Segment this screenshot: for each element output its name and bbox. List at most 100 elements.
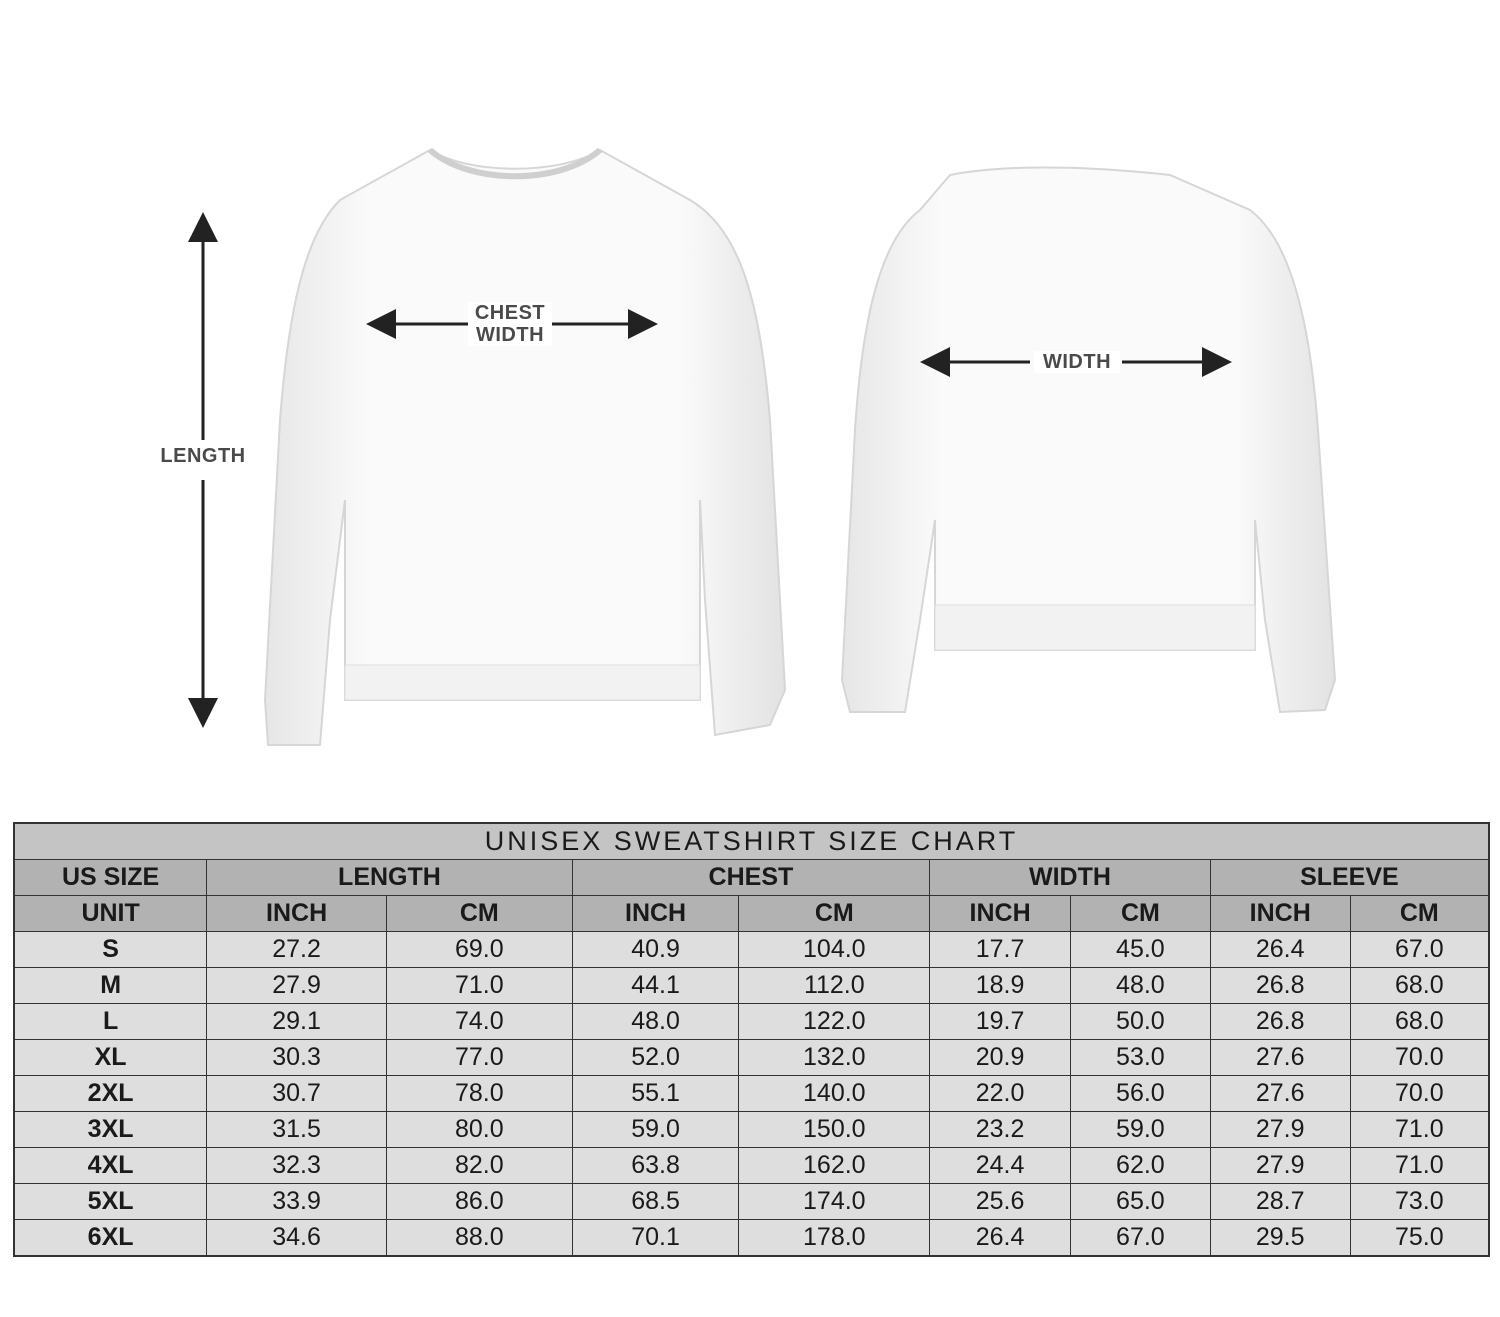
value-cell: 44.1 [571,967,740,1004]
group-header: WIDTH [929,859,1211,896]
value-cell: 67.0 [1349,931,1490,968]
unit-header-cell: CM [738,895,931,932]
value-cell: 82.0 [385,1147,573,1184]
value-cell: 27.9 [1209,1111,1351,1148]
value-cell: 162.0 [738,1147,931,1184]
size-cell: 3XL [13,1111,208,1148]
size-cell: S [13,931,208,968]
size-cell: 4XL [13,1147,208,1184]
value-cell: 22.0 [929,1075,1071,1112]
table-row: 2XL 30.7 78.0 55.1 140.0 22.0 56.0 27.6 70.0 [13,1075,1490,1112]
value-cell: 71.0 [1349,1147,1490,1184]
value-cell: 33.9 [206,1183,387,1220]
table-title: UNISEX SWEATSHIRT SIZE CHART [13,822,1490,860]
size-cell: 6XL [13,1219,208,1257]
size-cell: XL [13,1039,208,1076]
value-cell: 67.0 [1069,1219,1211,1257]
value-cell: 26.4 [1209,931,1351,968]
value-cell: 53.0 [1069,1039,1211,1076]
value-cell: 86.0 [385,1183,573,1220]
size-cell: 5XL [13,1183,208,1220]
value-cell: 59.0 [1069,1111,1211,1148]
value-cell: 45.0 [1069,931,1211,968]
value-cell: 73.0 [1349,1183,1490,1220]
value-cell: 112.0 [738,967,931,1004]
table-row: L 29.1 74.0 48.0 122.0 19.7 50.0 26.8 68.0 [13,1003,1490,1040]
value-cell: 140.0 [738,1075,931,1112]
value-cell: 48.0 [571,1003,740,1040]
value-cell: 178.0 [738,1219,931,1257]
value-cell: 20.9 [929,1039,1071,1076]
group-header: CHEST [571,859,931,896]
chest-label-line2: WIDTH [475,324,545,346]
value-cell: 29.5 [1209,1219,1351,1257]
value-cell: 74.0 [385,1003,573,1040]
value-cell: 70.0 [1349,1039,1490,1076]
back-sweatshirt [840,166,1337,714]
group-header: LENGTH [206,859,573,896]
unit-header: UNIT [13,895,208,932]
value-cell: 25.6 [929,1183,1071,1220]
value-cell: 40.9 [571,931,740,968]
unit-header-cell: CM [1069,895,1211,932]
value-cell: 122.0 [738,1003,931,1040]
value-cell: 32.3 [206,1147,387,1184]
value-cell: 88.0 [385,1219,573,1257]
value-cell: 77.0 [385,1039,573,1076]
unit-header-cell: INCH [929,895,1071,932]
size-cell: M [13,967,208,1004]
front-sweatshirt [263,147,787,746]
value-cell: 68.0 [1349,1003,1490,1040]
value-cell: 174.0 [738,1183,931,1220]
value-cell: 132.0 [738,1039,931,1076]
value-cell: 27.2 [206,931,387,968]
value-cell: 19.7 [929,1003,1071,1040]
value-cell: 71.0 [385,967,573,1004]
value-cell: 30.3 [206,1039,387,1076]
value-cell: 63.8 [571,1147,740,1184]
table-row: 4XL 32.3 82.0 63.8 162.0 24.4 62.0 27.9 71.0 [13,1147,1490,1184]
length-label: LENGTH [150,445,256,467]
value-cell: 50.0 [1069,1003,1211,1040]
value-cell: 104.0 [738,931,931,968]
value-cell: 23.2 [929,1111,1071,1148]
value-cell: 27.6 [1209,1075,1351,1112]
value-cell: 55.1 [571,1075,740,1112]
value-cell: 34.6 [206,1219,387,1257]
size-cell: 2XL [13,1075,208,1112]
size-chart-table: UNISEX SWEATSHIRT SIZE CHART US SIZE LEN… [13,822,1490,1257]
value-cell: 56.0 [1069,1075,1211,1112]
value-cell: 24.4 [929,1147,1071,1184]
width-label: WIDTH [1034,351,1120,373]
value-cell: 68.0 [1349,967,1490,1004]
value-cell: 48.0 [1069,967,1211,1004]
table-row: XL 30.3 77.0 52.0 132.0 20.9 53.0 27.6 70.0 [13,1039,1490,1076]
chest-width-label: CHEST WIDTH [468,302,552,346]
unit-header-cell: INCH [1209,895,1351,932]
value-cell: 27.6 [1209,1039,1351,1076]
table-row: 5XL 33.9 86.0 68.5 174.0 25.6 65.0 28.7 73.0 [13,1183,1490,1220]
value-cell: 26.8 [1209,1003,1351,1040]
value-cell: 62.0 [1069,1147,1211,1184]
unit-header-cell: CM [1349,895,1490,932]
value-cell: 30.7 [206,1075,387,1112]
value-cell: 27.9 [1209,1147,1351,1184]
value-cell: 65.0 [1069,1183,1211,1220]
value-cell: 18.9 [929,967,1071,1004]
unit-header-cell: INCH [571,895,740,932]
size-cell: L [13,1003,208,1040]
value-cell: 31.5 [206,1111,387,1148]
value-cell: 27.9 [206,967,387,1004]
value-cell: 28.7 [1209,1183,1351,1220]
table-row: S 27.2 69.0 40.9 104.0 17.7 45.0 26.4 67.0 [13,931,1490,968]
table-row: M 27.9 71.0 44.1 112.0 18.9 48.0 26.8 68.0 [13,967,1490,1004]
group-header: SLEEVE [1209,859,1490,896]
table-row: 6XL 34.6 88.0 70.1 178.0 26.4 67.0 29.5 75.0 [13,1219,1490,1257]
value-cell: 70.0 [1349,1075,1490,1112]
value-cell: 78.0 [385,1075,573,1112]
unit-header-cell: INCH [206,895,387,932]
value-cell: 150.0 [738,1111,931,1148]
value-cell: 59.0 [571,1111,740,1148]
value-cell: 80.0 [385,1111,573,1148]
